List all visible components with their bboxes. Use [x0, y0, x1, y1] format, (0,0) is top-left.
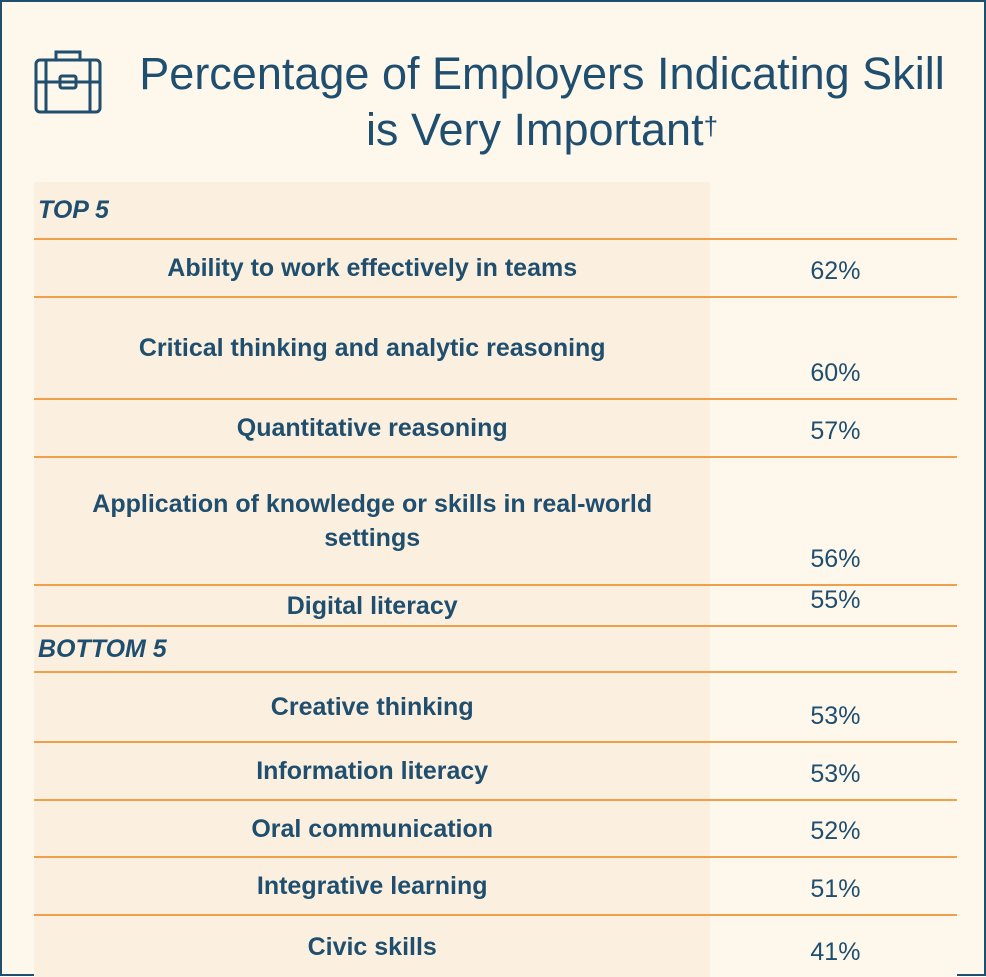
skill-row: Quantitative reasoning 57%	[34, 399, 957, 458]
skill-name: Integrative learning	[34, 857, 711, 916]
skill-row: Ability to work effectively in teams 62%	[34, 239, 957, 298]
section-heading: BOTTOM 5	[34, 626, 711, 672]
skill-row: Integrative learning 51%	[34, 857, 957, 916]
section-heading: TOP 5	[34, 182, 711, 240]
skills-table: TOP 5 Ability to work effectively in team…	[34, 182, 957, 977]
title-block: Percentage of Employers Indicating Skill…	[122, 46, 962, 158]
skill-value: 60%	[710, 297, 957, 400]
table-body: TOP 5 Ability to work effectively in team…	[34, 182, 957, 977]
section-blank	[710, 182, 957, 240]
skill-name: Information literacy	[34, 742, 711, 801]
skill-name: Digital literacy	[34, 585, 711, 627]
skill-value: 62%	[710, 239, 957, 298]
skill-name: Creative thinking	[34, 671, 711, 743]
skill-name: Application of knowledge or skills in re…	[34, 457, 711, 586]
skill-value: 53%	[710, 742, 957, 801]
skill-value: 55%	[710, 585, 957, 627]
section-row: TOP 5	[34, 182, 957, 240]
section-row: BOTTOM 5	[34, 626, 957, 672]
skill-row: Information literacy 53%	[34, 742, 957, 801]
skill-value: 52%	[710, 800, 957, 858]
skill-row: Critical thinking and analytic reasoning…	[34, 297, 957, 400]
skill-name: Critical thinking and analytic reasoning	[34, 297, 711, 400]
skill-value: 41%	[710, 915, 957, 977]
skill-value: 53%	[710, 671, 957, 743]
skill-row: Oral communication 52%	[34, 800, 957, 858]
skill-row: Creative thinking 53%	[34, 671, 957, 743]
skill-name: Ability to work effectively in teams	[34, 239, 711, 298]
skill-name: Quantitative reasoning	[34, 399, 711, 458]
skill-row: Application of knowledge or skills in re…	[34, 457, 957, 586]
skill-value: 51%	[710, 857, 957, 916]
title: Percentage of Employers Indicating Skill…	[139, 48, 945, 155]
skill-value: 57%	[710, 399, 957, 458]
skill-name: Civic skills	[34, 915, 711, 977]
skill-value: 56%	[710, 457, 957, 586]
title-mark: †	[703, 111, 719, 141]
skill-row: Digital literacy 55%	[34, 585, 957, 627]
section-blank	[710, 626, 957, 672]
skill-row: Civic skills 41%	[34, 915, 957, 977]
skill-name: Oral communication	[34, 800, 711, 858]
briefcase-icon	[34, 50, 102, 114]
